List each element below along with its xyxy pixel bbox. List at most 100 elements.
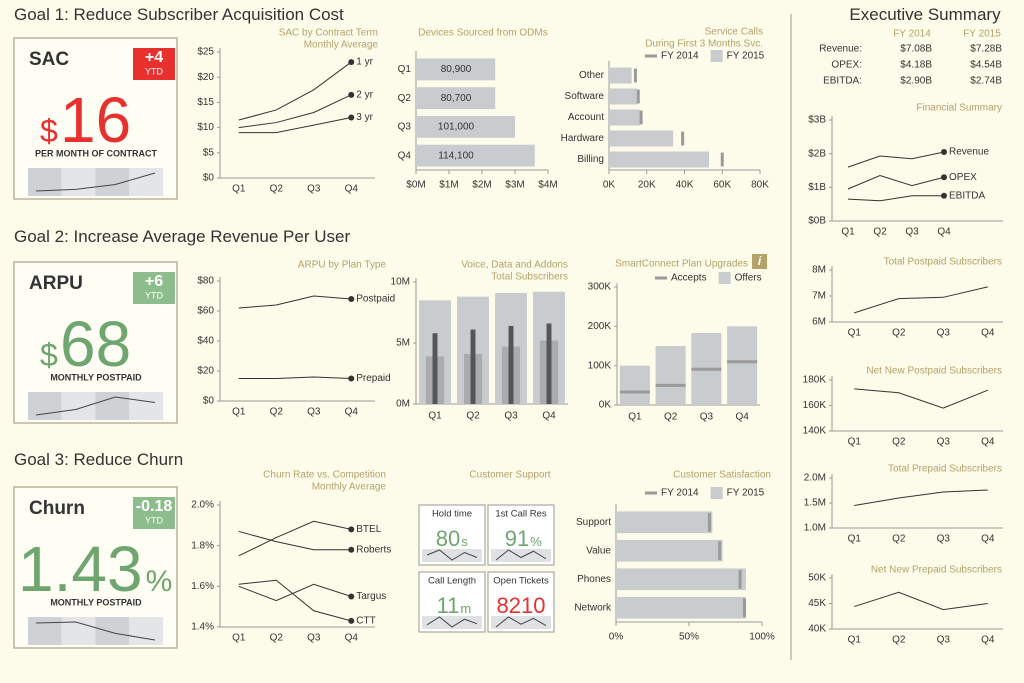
x-tick-label: Q3 [700, 412, 714, 423]
tile-value: 80 [436, 526, 460, 551]
x-tick-label: Q3 [937, 534, 951, 545]
row-label: EBITDA: [823, 76, 862, 87]
x-tick-label: Q1 [848, 328, 862, 339]
x-tick-label: Q1 [841, 227, 855, 238]
x-tick-label: $0M [406, 180, 425, 191]
chart-title: Total Postpaid Subscribers [884, 257, 1002, 268]
end-dot [941, 148, 947, 155]
chart-title: Churn Rate vs. Competition [263, 470, 386, 481]
kpi-name: ARPU [29, 273, 83, 294]
sparkline [35, 172, 156, 192]
y-tick-label: 100K [588, 360, 612, 371]
tile-label: Open Tickets [493, 576, 549, 587]
chart-title: Devices Sourced from ODMs [418, 28, 547, 39]
x-tick-label: Q4 [345, 633, 359, 644]
chart-title: Customer Satisfaction [673, 470, 771, 481]
x-tick-label: 20K [638, 180, 656, 191]
kpi-delta: +4 [145, 49, 163, 66]
x-tick-label: Q3 [937, 328, 951, 339]
tile-unit: m [460, 601, 471, 616]
chart-subtitle: During First 3 Months Svc. [645, 39, 763, 50]
x-tick-label: 40K [676, 180, 694, 191]
y-tick-label: $80 [197, 276, 214, 287]
y-tick-label: $20 [197, 72, 214, 83]
kpi-delta: -0.18 [136, 498, 173, 515]
y-tick-label: $0B [808, 216, 826, 227]
y-tick-label: Account [568, 112, 604, 123]
x-tick-label: Q4 [981, 328, 995, 339]
end-dot [348, 91, 355, 98]
chart-title: SmartConnect Plan Upgrades [615, 259, 748, 270]
series-label: Prepaid [356, 373, 390, 384]
bar-label: 114,100 [438, 150, 474, 161]
y-tick-label: 1.0M [804, 523, 826, 534]
tile-unit: % [530, 534, 542, 549]
x-tick-label: Q1 [848, 635, 862, 646]
y-tick-label: 5M [396, 338, 410, 349]
chart-title: Voice, Data and Addons [461, 260, 568, 271]
x-tick-label: $1M [439, 180, 458, 191]
x-tick-label: Q2 [892, 534, 906, 545]
x-tick-label: Q4 [735, 412, 749, 423]
bar [609, 109, 641, 126]
sparkline [495, 616, 547, 628]
y-tick-label: 1.6% [191, 581, 214, 592]
x-tick-label: Q2 [664, 412, 678, 423]
y-tick-label: $0 [203, 173, 215, 184]
series-line [238, 295, 352, 309]
x-tick-label: 80K [751, 180, 769, 191]
legend-swatch [710, 50, 723, 62]
section-title: Customer Support [469, 470, 550, 481]
sparkline [426, 549, 478, 561]
y-tick-label: 1.5M [804, 498, 826, 509]
y-tick-label: $0 [203, 396, 215, 407]
kpi-name: Churn [29, 498, 85, 519]
x-tick-label: Q1 [848, 534, 862, 545]
kpi-delta: +6 [145, 273, 163, 290]
series-line [854, 591, 988, 611]
bar-label: 80,700 [441, 93, 472, 104]
end-dot [348, 296, 355, 302]
x-tick-label: Q2 [892, 328, 906, 339]
y-tick-label: Billing [577, 154, 604, 165]
legend-swatch [718, 272, 731, 284]
kpi-prefix: $ [40, 113, 58, 149]
info-icon [752, 254, 767, 269]
kpi-value: 1.43 [18, 533, 143, 605]
kpi-suffix: % [146, 565, 173, 598]
x-tick-label: $4M [538, 180, 557, 191]
series-label: CTT [356, 616, 375, 627]
x-tick-label: Q4 [937, 227, 951, 238]
bar [416, 144, 535, 167]
y-tick-label: 50K [808, 573, 826, 584]
series-line [854, 286, 988, 314]
series-label: Targus [356, 591, 386, 602]
bar [432, 333, 438, 404]
x-tick-label: Q4 [981, 534, 995, 545]
x-tick-label: Q4 [981, 437, 995, 448]
series-label: OPEX [949, 172, 977, 183]
legend-label: FY 2015 [727, 488, 765, 499]
spark-band [95, 617, 130, 645]
goal-header: Goal 1: Reduce Subscriber Acquisition Co… [14, 5, 344, 24]
spark-band [28, 392, 62, 420]
x-tick-label: Q1 [232, 407, 246, 418]
bar [609, 151, 710, 168]
y-tick-label: Value [586, 545, 611, 556]
series-label: BTEL [356, 524, 381, 535]
y-tick-label: Other [579, 70, 605, 81]
legend-label: FY 2014 [661, 51, 699, 62]
kpi-badge [133, 272, 175, 304]
tile-label: 1st Call Res [495, 509, 546, 520]
x-tick-label: Q2 [270, 184, 284, 195]
y-tick-label: $25 [197, 47, 214, 58]
chart-title: ARPU by Plan Type [298, 260, 387, 271]
x-tick-label: 100% [749, 632, 775, 643]
end-dot [348, 114, 355, 121]
chart-subtitle: Monthly Average [304, 40, 379, 51]
goal-header: Goal 3: Reduce Churn [14, 450, 183, 469]
y-tick-label: $1B [808, 182, 826, 193]
x-tick-label: Q2 [873, 227, 887, 238]
y-tick-label: Phones [577, 574, 611, 585]
cell: $4.54B [970, 60, 1002, 71]
